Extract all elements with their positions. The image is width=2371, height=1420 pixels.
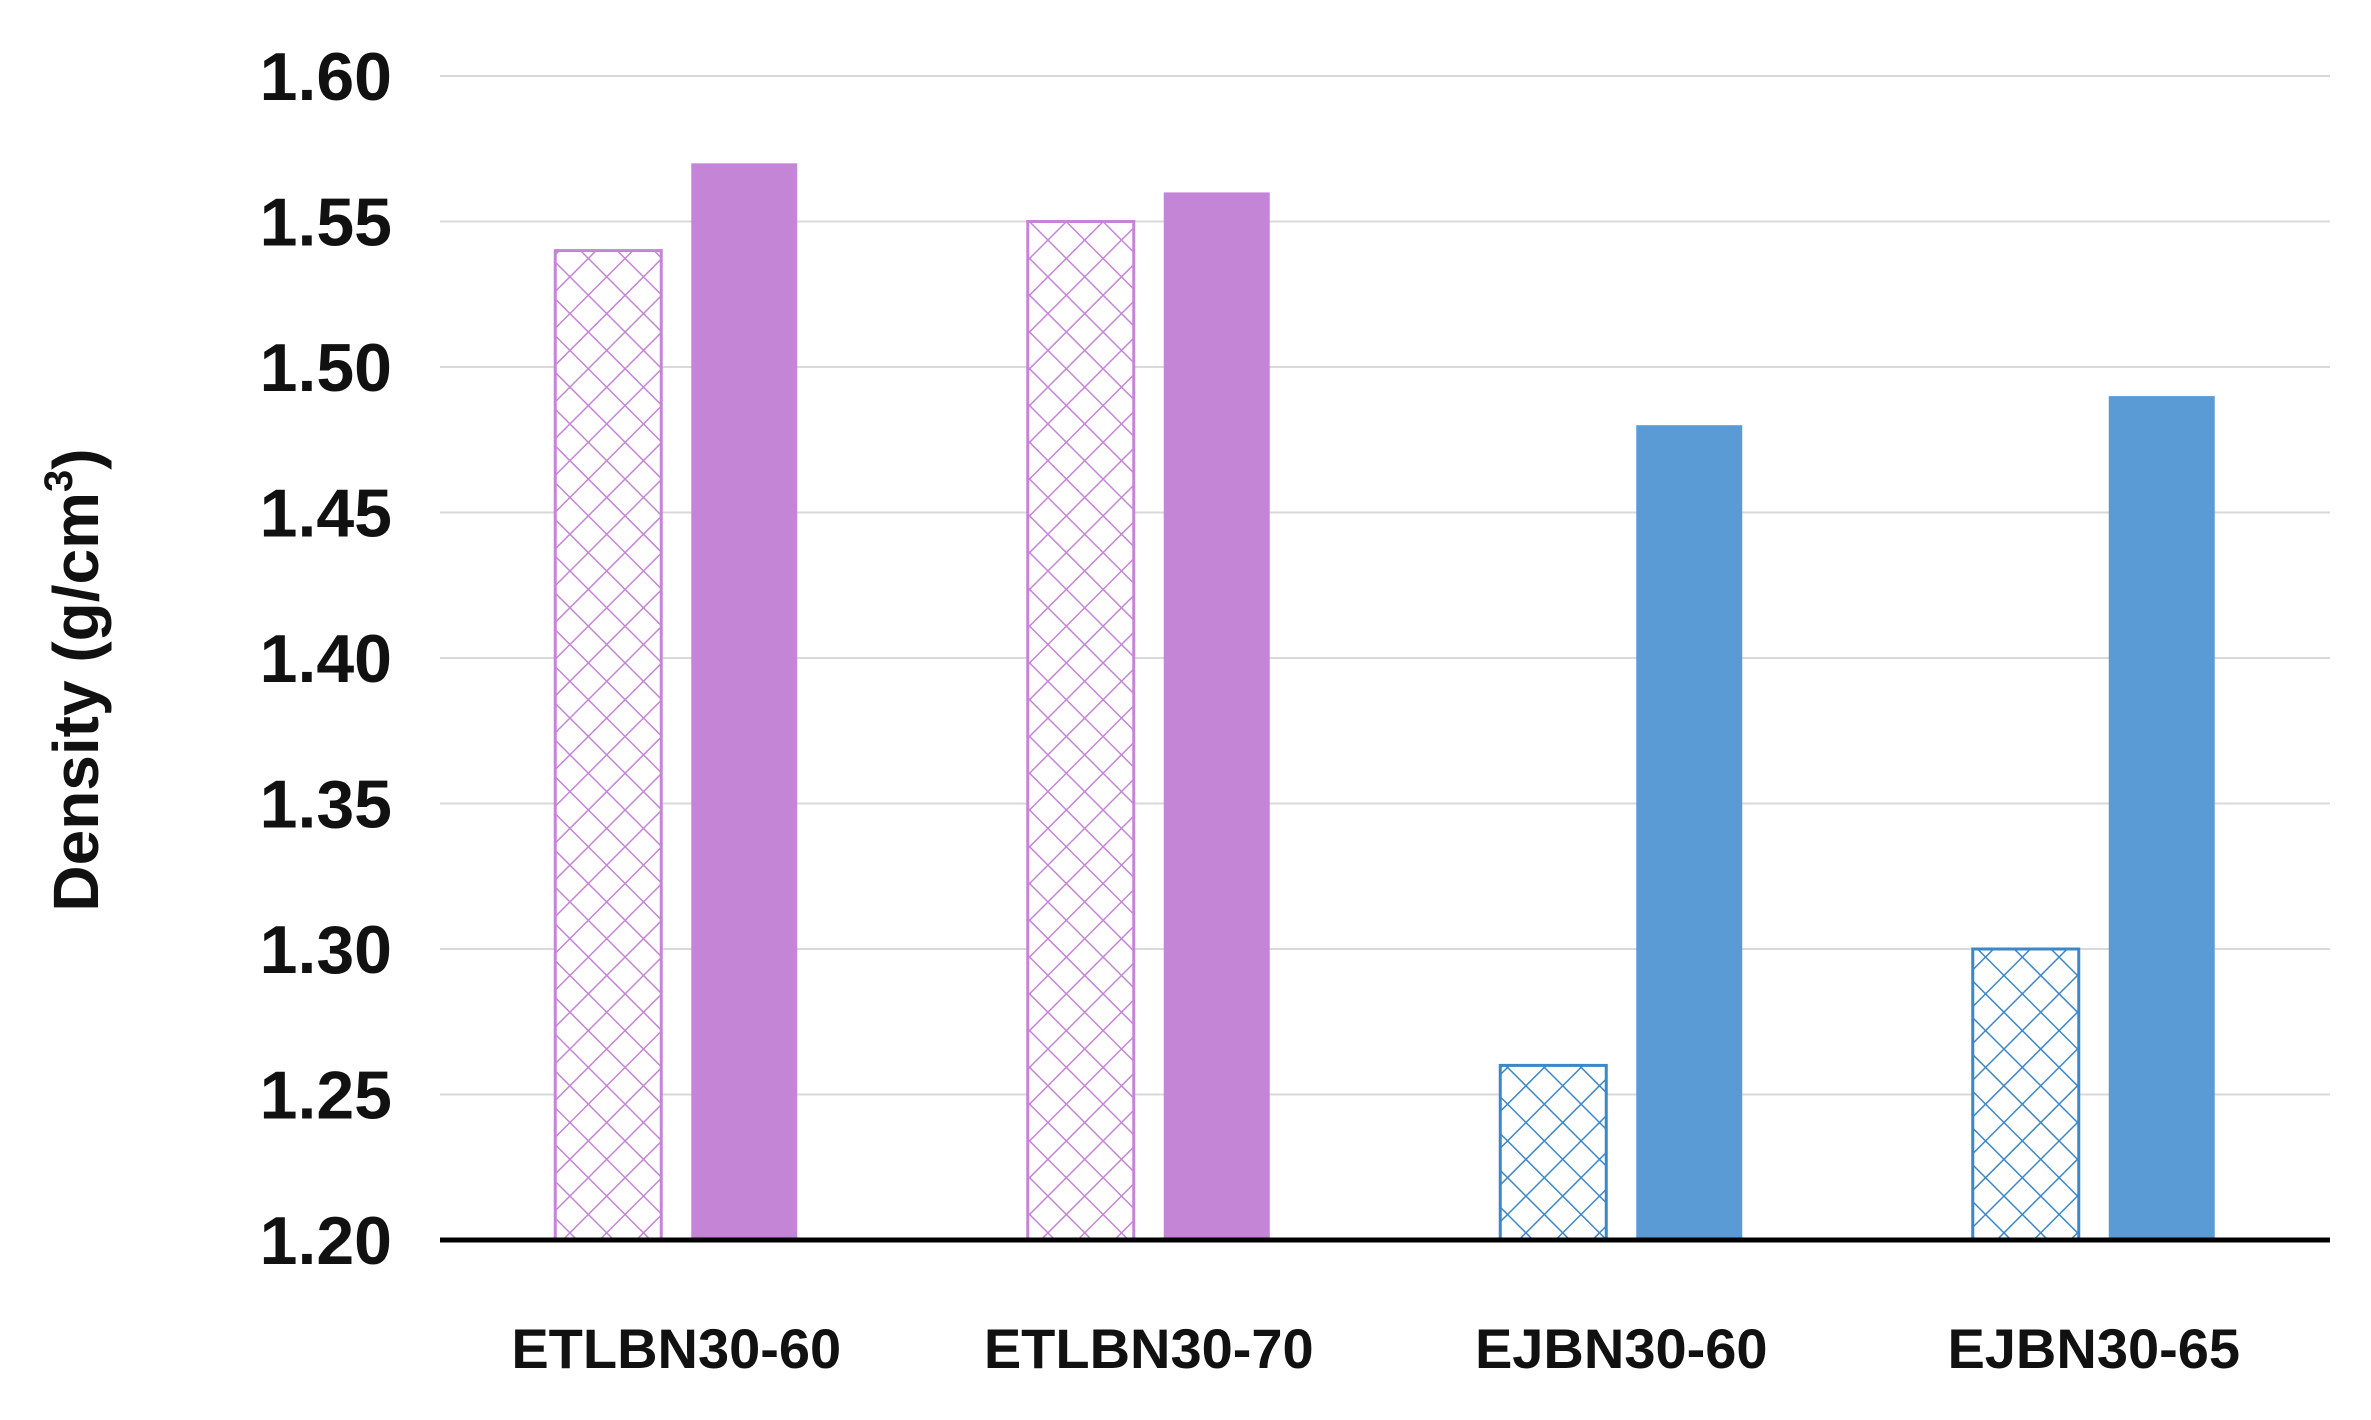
bar-etlbn30-60-crosshatch [553, 249, 663, 1242]
bars [553, 163, 2215, 1242]
bar-ejbn30-60-crosshatch [1498, 1063, 1608, 1242]
y-axis-title: Density (g/cm3) [37, 448, 112, 911]
x-category-label: EJBN30-65 [1947, 1317, 2240, 1380]
x-category-label: ETLBN30-60 [511, 1317, 841, 1380]
y-tick-label: 1.50 [260, 330, 392, 406]
x-category-label: ETLBN30-70 [984, 1317, 1314, 1380]
labels: 1.20 1.25 1.30 1.35 1.40 1.45 1.50 1.55 1.60 ETLB… [260, 39, 2240, 1380]
bar-etlbn30-60-solid [691, 163, 798, 1240]
y-tick-label: 1.30 [260, 912, 392, 988]
y-tick-label: 1.40 [260, 621, 392, 697]
y-tick-label: 1.20 [260, 1203, 392, 1279]
bar-ejbn30-65-crosshatch [1971, 947, 2081, 1242]
y-tick-label: 1.55 [260, 185, 392, 261]
y-tick-label: 1.35 [260, 767, 392, 843]
bar-etlbn30-70-solid [1163, 192, 1270, 1240]
y-tick-label: 1.25 [260, 1058, 392, 1134]
x-category-label: EJBN30-60 [1475, 1317, 1768, 1380]
y-tick-label: 1.60 [260, 39, 392, 115]
bar-ejbn30-60-solid [1636, 425, 1743, 1240]
bar-ejbn30-65-solid [2108, 396, 2215, 1241]
bar-etlbn30-70-crosshatch [1026, 220, 1136, 1242]
y-tick-label: 1.45 [260, 476, 392, 552]
